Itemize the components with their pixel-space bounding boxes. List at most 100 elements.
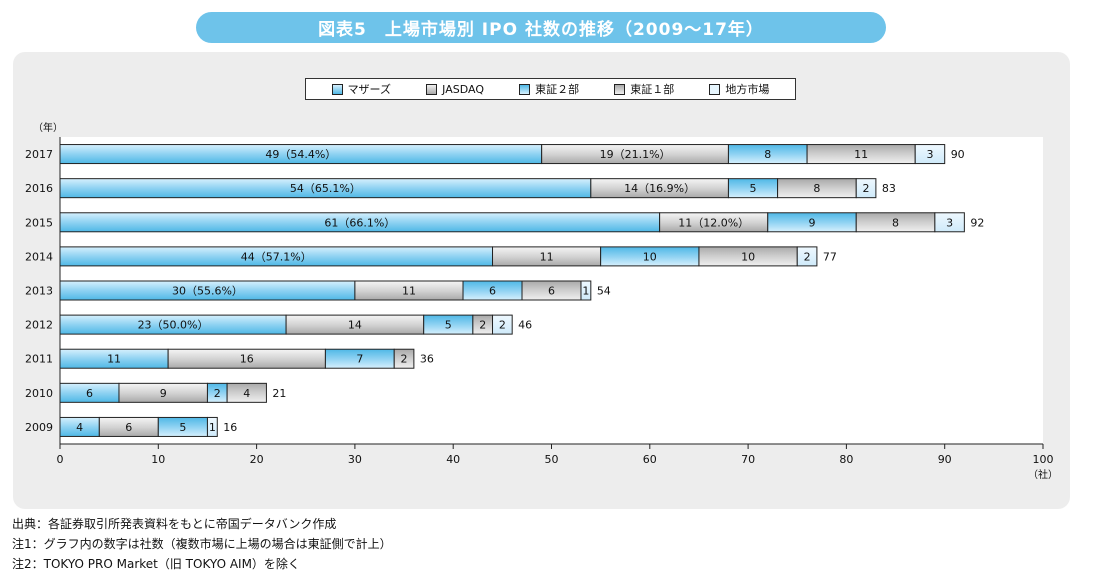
bar-label-tse1-2012: 2: [479, 319, 486, 332]
total-label-2015: 92: [970, 216, 984, 229]
note-source: 出典：各証券取引所発表資料をもとに帝国データバンク作成: [12, 517, 337, 531]
bar-label-mothers-2010: 6: [86, 387, 93, 400]
legend-swatch-tse1: [614, 83, 626, 95]
legend-label-jasdaq: JASDAQ: [442, 82, 484, 96]
legend-swatch-tse2: [519, 83, 531, 95]
bar-local-2017: [914, 144, 946, 165]
legend: マザーズ JASDAQ 東証２部 東証１部 地方市場: [305, 78, 796, 100]
total-label-2017: 90: [951, 148, 965, 161]
bar-tse1-2010: [226, 382, 267, 403]
y-tick-label-2017: 2017: [25, 148, 53, 161]
x-tick-label-70: 70: [741, 453, 755, 466]
bar-label-mothers-2012: 23（50.0%）: [138, 319, 209, 332]
x-tick-label-40: 40: [446, 453, 460, 466]
bar-label-tse2-2016: 5: [750, 182, 757, 195]
bar-label-tse2-2012: 5: [445, 319, 452, 332]
x-tick-label-100: 100: [1033, 453, 1054, 466]
x-tick-label-0: 0: [57, 453, 64, 466]
x-tick-label-50: 50: [545, 453, 559, 466]
bar-label-tse2-2014: 10: [643, 250, 657, 263]
bar-label-local-2015: 3: [946, 216, 953, 229]
bar-label-tse1-2015: 8: [892, 216, 899, 229]
y-tick-label-2012: 2012: [25, 319, 53, 332]
legend-label-mothers: マザーズ: [347, 83, 392, 96]
legend-item-jasdaq: JASDAQ: [426, 83, 484, 96]
bar-tse1-2011: [393, 348, 415, 369]
footnotes: 出典：各証券取引所発表資料をもとに帝国データバンク作成 注1：グラフ内の数字は社…: [12, 514, 392, 574]
legend-swatch-mothers: [331, 83, 343, 95]
legend-item-local: 地方市場: [709, 81, 769, 97]
legend-item-tse1: 東証１部: [614, 81, 674, 97]
bar-local-2016: [855, 178, 877, 199]
bar-label-tse1-2011: 2: [401, 353, 408, 366]
bar-label-jasdaq-2013: 11: [402, 285, 416, 298]
bar-local-2013: [580, 280, 592, 301]
bar-label-mothers-2013: 30（55.6%）: [172, 285, 243, 298]
legend-label-tse2: 東証２部: [535, 83, 580, 96]
bar-label-mothers-2014: 44（57.1%）: [241, 250, 312, 263]
y-tick-label-2013: 2013: [25, 285, 53, 298]
bar-label-tse2-2011: 7: [356, 353, 363, 366]
y-unit-label: （年）: [33, 121, 63, 134]
bar-label-local-2009: 1: [209, 421, 216, 434]
note-1: 注1：グラフ内の数字は社数（複数市場に上場の場合は東証側で計上）: [12, 537, 392, 551]
bar-local-2014: [796, 246, 818, 267]
bar-label-tse2-2009: 5: [179, 421, 186, 434]
x-tick-label-80: 80: [839, 453, 853, 466]
bar-label-mothers-2011: 11: [107, 353, 121, 366]
x-unit-label: （社）: [1028, 468, 1058, 481]
bar-label-local-2012: 2: [499, 319, 506, 332]
bar-label-tse2-2013: 6: [489, 285, 496, 298]
bar-label-mothers-2017: 49（54.4%）: [265, 148, 336, 161]
bar-label-mothers-2009: 4: [76, 421, 83, 434]
y-tick-label-2016: 2016: [25, 182, 53, 195]
bar-label-tse2-2015: 9: [808, 216, 815, 229]
legend-item-mothers: マザーズ: [331, 81, 392, 97]
total-label-2011: 36: [420, 353, 434, 366]
total-label-2014: 77: [823, 250, 837, 263]
total-label-2010: 21: [272, 387, 286, 400]
bar-label-jasdaq-2016: 14（16.9%）: [624, 182, 695, 195]
y-tick-label-2009: 2009: [25, 421, 53, 434]
y-tick-label-2015: 2015: [25, 216, 53, 229]
bar-local-2012: [492, 314, 513, 335]
x-tick-label-90: 90: [938, 453, 952, 466]
x-tick-label-20: 20: [250, 453, 264, 466]
legend-item-tse2: 東証２部: [519, 81, 579, 97]
y-tick-label-2011: 2011: [25, 353, 53, 366]
bar-label-jasdaq-2011: 16: [240, 353, 254, 366]
note-2: 注2：TOKYO PRO Market（旧 TOKYO AIM）を除く: [12, 557, 300, 571]
y-tick-label-2010: 2010: [25, 387, 53, 400]
bar-label-tse1-2017: 11: [854, 148, 868, 161]
chart-title: 図表5 上場市場別 IPO 社数の推移（2009～17年）: [196, 12, 886, 43]
bar-label-tse1-2010: 4: [243, 387, 250, 400]
bar-label-mothers-2015: 61（66.1%）: [324, 216, 395, 229]
bar-label-tse1-2014: 10: [741, 250, 755, 263]
bar-label-local-2017: 3: [926, 148, 933, 161]
y-tick-label-2014: 2014: [25, 250, 53, 263]
x-tick-label-60: 60: [643, 453, 657, 466]
legend-swatch-local: [709, 83, 721, 95]
bar-local-2009: [206, 416, 218, 437]
bar-label-mothers-2016: 54（65.1%）: [290, 182, 361, 195]
bar-label-tse1-2013: 6: [548, 285, 555, 298]
total-label-2012: 46: [518, 319, 532, 332]
bar-label-jasdaq-2017: 19（21.1%）: [600, 148, 671, 161]
legend-label-tse1: 東証１部: [630, 83, 675, 96]
x-tick-label-10: 10: [151, 453, 165, 466]
bar-local-2015: [934, 212, 965, 233]
bar-label-tse2-2017: 8: [764, 148, 771, 161]
bar-label-tse1-2016: 8: [813, 182, 820, 195]
legend-label-local: 地方市場: [725, 83, 770, 96]
bar-label-jasdaq-2014: 11: [540, 250, 554, 263]
bar-label-local-2016: 2: [863, 182, 870, 195]
total-label-2009: 16: [223, 421, 237, 434]
x-tick-label-30: 30: [348, 453, 362, 466]
bar-label-tse2-2010: 2: [214, 387, 221, 400]
bar-label-jasdaq-2012: 14: [348, 319, 362, 332]
legend-swatch-jasdaq: [426, 83, 438, 95]
bar-label-local-2014: 2: [804, 250, 811, 263]
bar-label-local-2013: 1: [582, 285, 589, 298]
bar-label-jasdaq-2010: 9: [160, 387, 167, 400]
